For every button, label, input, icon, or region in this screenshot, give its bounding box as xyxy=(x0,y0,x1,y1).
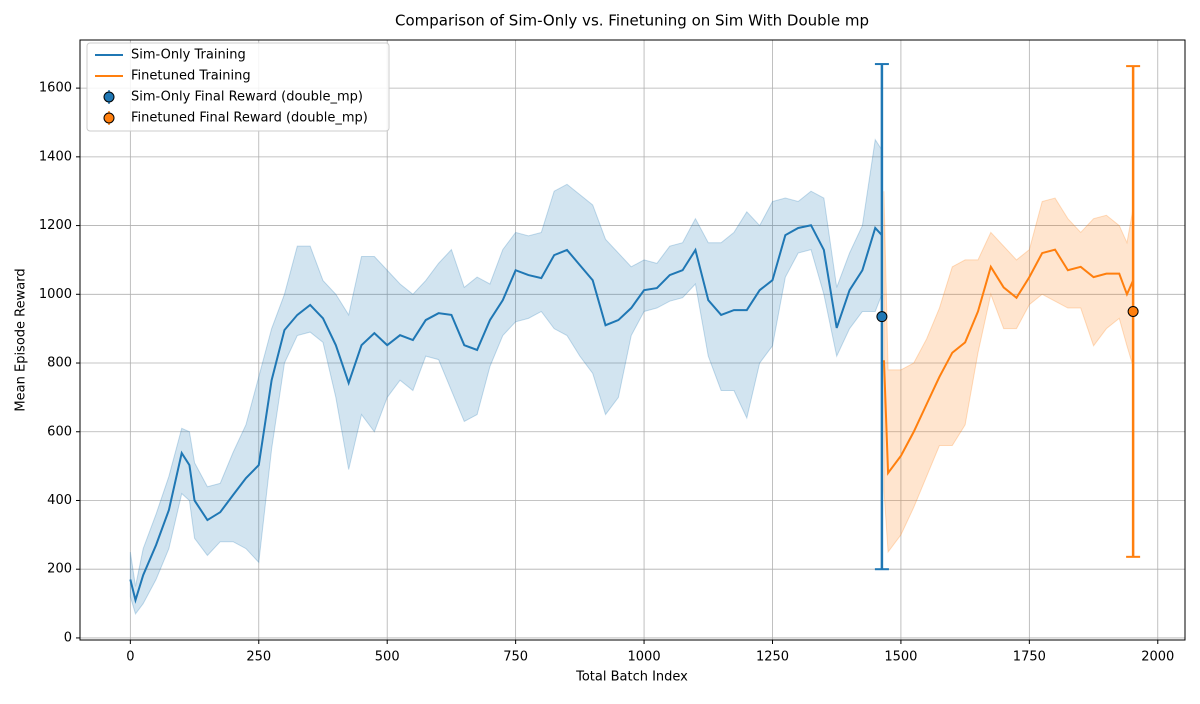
legend-marker xyxy=(103,112,115,124)
x-tick-label: 1750 xyxy=(1013,650,1046,665)
x-tick-label: 1500 xyxy=(884,650,917,665)
final-point xyxy=(1127,305,1139,317)
axes-frame xyxy=(79,39,1186,641)
chart-title: Comparison of Sim-Only vs. Finetuning on… xyxy=(395,12,869,30)
x-tick-label: 0 xyxy=(126,650,134,665)
y-axis-label: Mean Episode Reward xyxy=(14,268,29,411)
x-tick-label: 250 xyxy=(246,650,271,665)
x-tick-label: 1000 xyxy=(628,650,661,665)
y-tick-label: 1200 xyxy=(39,218,72,233)
confidence-band xyxy=(883,191,1134,554)
y-tick-label: 800 xyxy=(47,356,72,371)
y-tick-label: 200 xyxy=(47,562,72,577)
plot-area xyxy=(80,40,1185,640)
y-tick-label: 1000 xyxy=(39,287,72,302)
final-point xyxy=(876,311,888,323)
y-tick-label: 400 xyxy=(47,493,72,508)
line xyxy=(882,248,1135,476)
legend-label: Sim-Only Training xyxy=(131,48,246,63)
y-tick-label: 600 xyxy=(47,424,72,439)
y-tick-label: 1400 xyxy=(39,149,72,164)
x-tick-label: 750 xyxy=(503,650,528,665)
legend-label: Finetuned Final Reward (double_mp) xyxy=(131,111,368,126)
legend-marker xyxy=(103,91,115,103)
x-tick-label: 2000 xyxy=(1141,650,1174,665)
legend-label: Finetuned Training xyxy=(131,69,251,84)
legend-box xyxy=(86,42,390,132)
y-tick-label: 1600 xyxy=(39,81,72,96)
x-tick-label: 500 xyxy=(375,650,400,665)
x-tick-label: 1250 xyxy=(756,650,789,665)
confidence-band xyxy=(129,138,883,615)
x-axis-label: Total Batch Index xyxy=(575,670,688,685)
legend-label: Sim-Only Final Reward (double_mp) xyxy=(131,90,363,105)
y-tick-label: 0 xyxy=(64,630,72,645)
line xyxy=(129,224,883,604)
